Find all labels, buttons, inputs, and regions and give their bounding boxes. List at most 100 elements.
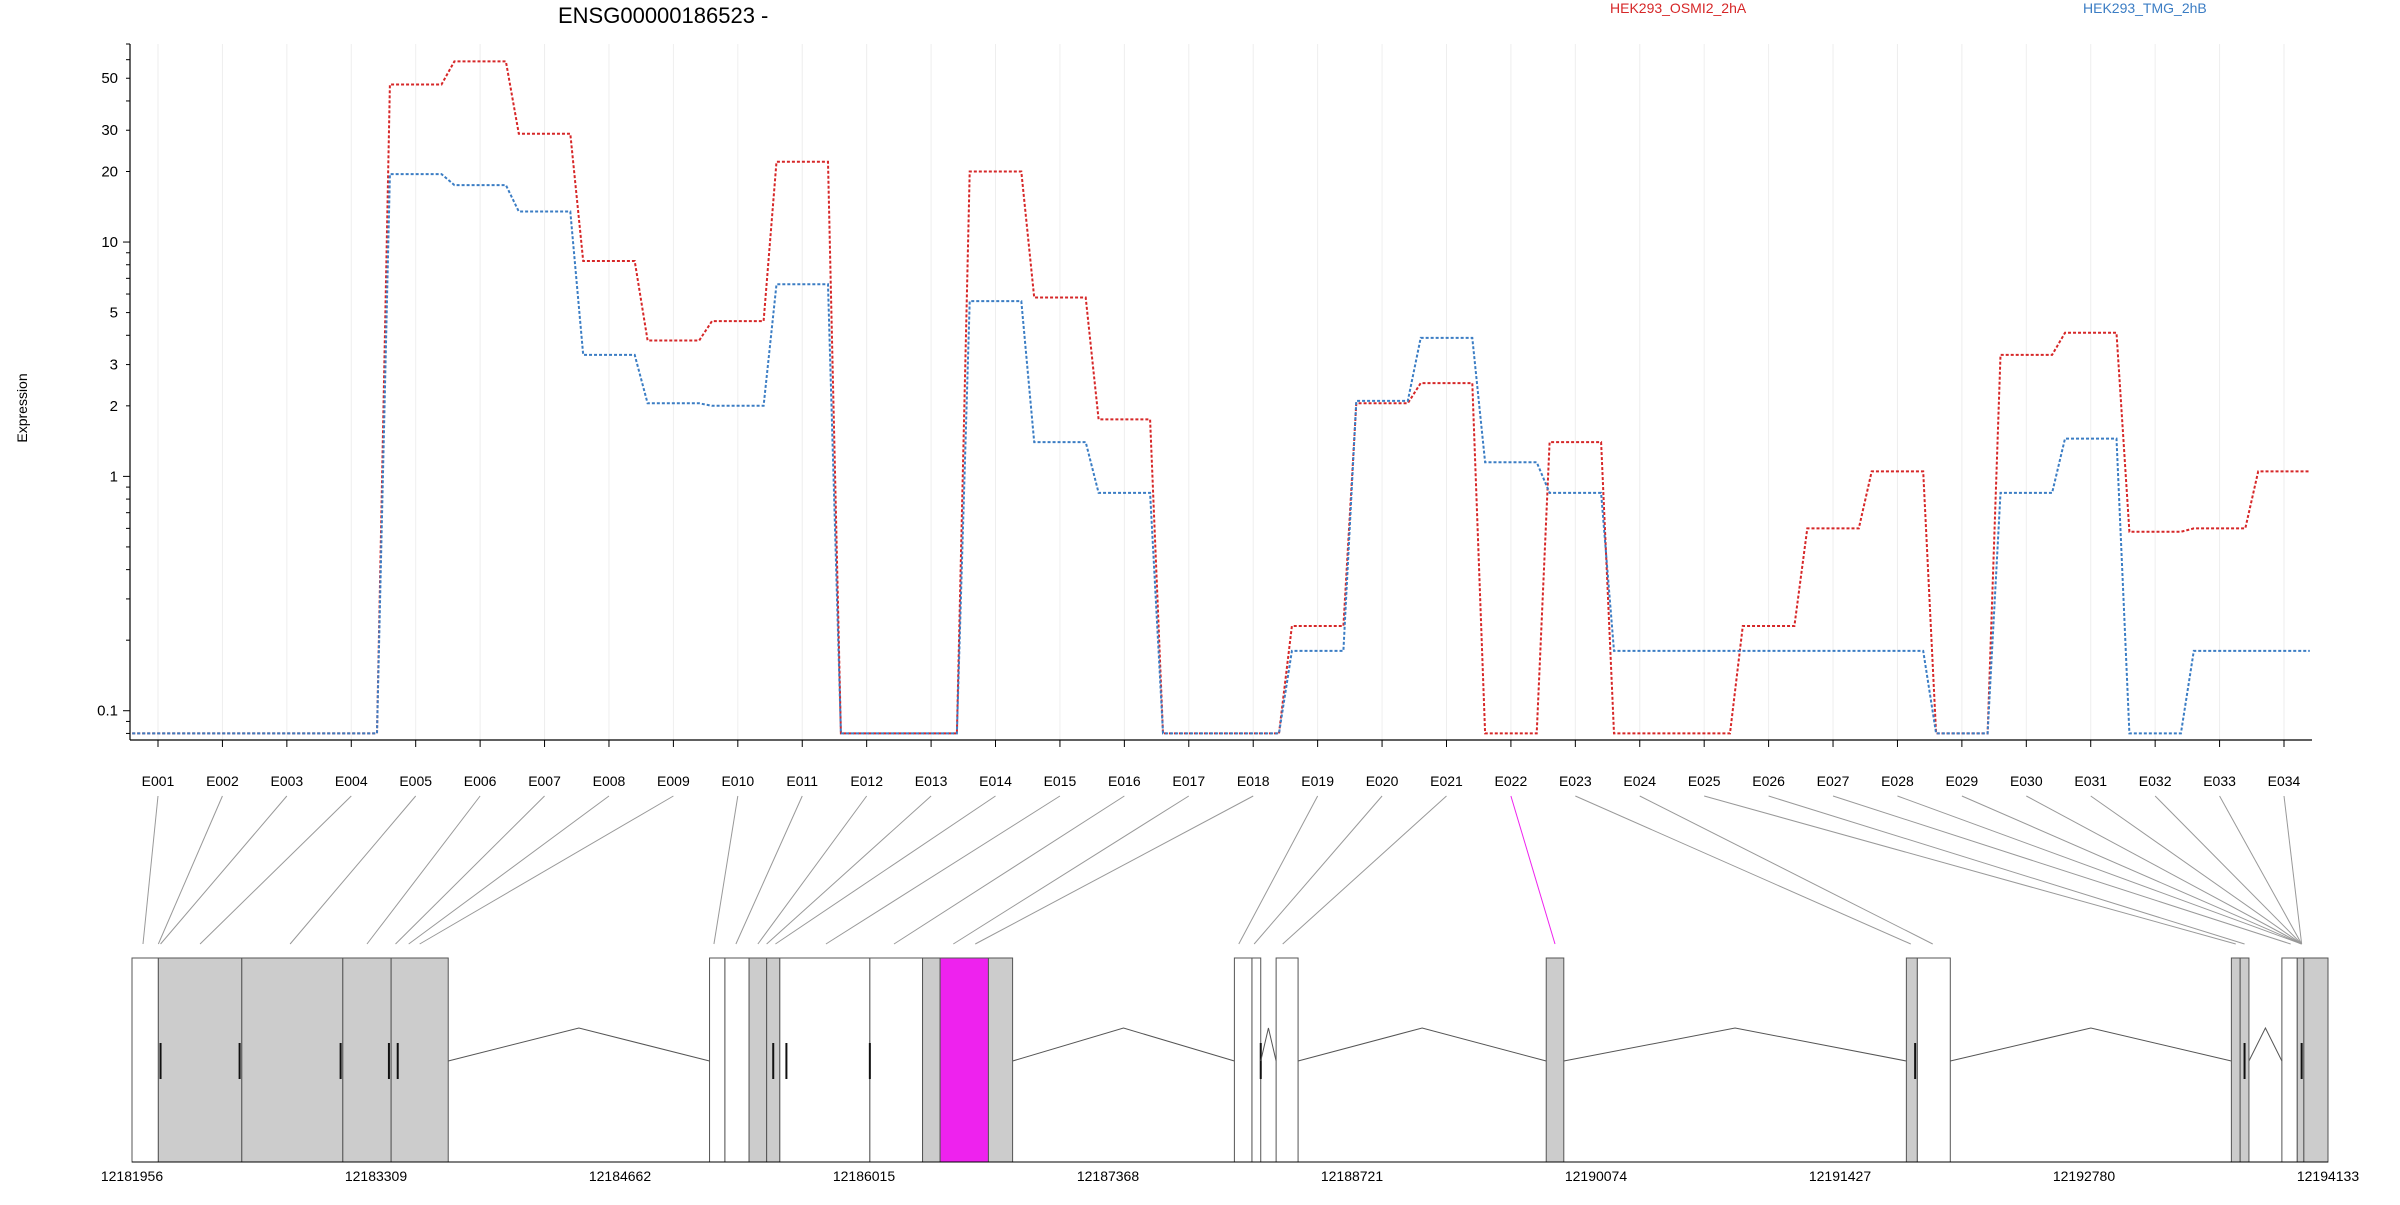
legend-entry-tmg: HEK293_TMG_2hB	[2083, 0, 2207, 16]
exon-connector	[157, 795, 223, 945]
y-axis-label: Expression	[14, 373, 30, 442]
exon-block	[390, 957, 449, 1163]
x-tick-label: E012	[850, 773, 883, 789]
x-tick-label: E025	[1688, 773, 1721, 789]
exon-connector	[735, 795, 803, 945]
y-tick-label: 3	[110, 357, 118, 374]
coordinate-label: 12187368	[1077, 1168, 1140, 1184]
exon-block	[2296, 957, 2305, 1163]
exon-block	[2303, 957, 2329, 1163]
x-tick-label: E015	[1044, 773, 1077, 789]
exon-connector	[893, 795, 1125, 945]
x-tick-label: E014	[979, 773, 1012, 789]
exon-connector	[2090, 795, 2302, 945]
y-tick-label: 1	[110, 468, 118, 485]
exon-connector	[1832, 795, 2291, 945]
exon-connector	[1282, 795, 1447, 945]
exon-connector	[419, 795, 674, 945]
y-axis: 0.1 1 2 3 5 10 20 30 50	[97, 43, 131, 740]
exon-block	[779, 957, 871, 1163]
coordinate-label: 12192780	[2053, 1168, 2116, 1184]
exon-connector	[825, 795, 1061, 945]
exon-connector	[1510, 795, 1556, 945]
exon-connector	[199, 795, 352, 945]
intron-line	[1950, 1027, 2232, 1062]
chart-title: ENSG00000186523 -	[558, 3, 768, 28]
x-tick-label: E005	[399, 773, 432, 789]
exon-block	[1275, 957, 1299, 1163]
y-tick-label: 10	[101, 234, 118, 251]
x-tick-label: E031	[2074, 773, 2107, 789]
genomic-coordinate-axis: 12181956 12183309 12184662 12186015 12187368…	[101, 1161, 2359, 1184]
exon-connector	[1897, 795, 2302, 945]
x-tick-label: E009	[657, 773, 690, 789]
exon-connector	[160, 795, 288, 945]
exon-connector	[775, 795, 996, 945]
coordinate-label: 12183309	[345, 1168, 408, 1184]
x-tick-label: E017	[1172, 773, 1205, 789]
x-tick-label: E034	[2268, 773, 2301, 789]
exon-connector	[975, 795, 1254, 945]
x-tick-label: E030	[2010, 773, 2043, 789]
x-tick-label: E023	[1559, 773, 1592, 789]
exon-connector	[766, 795, 932, 945]
coordinate-label: 12184662	[589, 1168, 652, 1184]
coordinate-label: 12191427	[1809, 1168, 1872, 1184]
x-tick-label: E019	[1301, 773, 1334, 789]
series-line	[132, 60, 2310, 735]
x-tick-label: E029	[1946, 773, 1979, 789]
exon-block	[709, 957, 726, 1163]
exon-block	[131, 957, 159, 1163]
x-tick-label: E027	[1817, 773, 1850, 789]
exon-block	[869, 957, 924, 1163]
exon-connector	[2283, 795, 2303, 945]
exon-connector	[289, 795, 417, 945]
intron-line	[448, 1027, 710, 1062]
coordinate-label: 12188721	[1321, 1168, 1384, 1184]
exon-connector	[2154, 795, 2303, 945]
intron-line	[2248, 1026, 2283, 1062]
x-tick-label: E002	[206, 773, 239, 789]
x-axis: E001 E002 E003 E004 E005 E006 E007 E008 E009 E010…	[130, 739, 2312, 789]
exon-block	[724, 957, 750, 1163]
y-tick-label: 30	[101, 122, 118, 139]
exon-connector	[953, 795, 1190, 945]
x-tick-label: E010	[721, 773, 754, 789]
exon-block	[922, 957, 941, 1163]
exon-block	[1916, 957, 1951, 1163]
exon-connector	[142, 795, 159, 945]
intron-line	[1012, 1027, 1235, 1062]
exon-connector	[366, 795, 481, 945]
coordinate-label: 12190074	[1565, 1168, 1628, 1184]
y-tick-label: 2	[110, 398, 118, 415]
exon-connector	[1961, 795, 2302, 945]
exon-connector	[1768, 795, 2245, 945]
intron-line	[1260, 1027, 1277, 1062]
y-tick-label: 0.1	[97, 703, 118, 720]
exon-connector	[1639, 795, 1933, 945]
exon-block	[939, 957, 989, 1163]
y-tick-label: 50	[101, 70, 118, 87]
exon-connector	[1238, 795, 1319, 945]
intron-line	[1563, 1027, 1907, 1062]
coordinate-label: 12186015	[833, 1168, 896, 1184]
x-tick-label: E028	[1881, 773, 1914, 789]
y-tick-label: 5	[110, 305, 118, 322]
x-tick-label: E026	[1752, 773, 1785, 789]
series-layer	[132, 60, 2310, 735]
x-tick-label: E011	[786, 773, 818, 789]
x-tick-label: E033	[2203, 773, 2236, 789]
exon-block	[241, 957, 344, 1163]
exon-block	[1545, 957, 1565, 1163]
x-tick-label: E022	[1495, 773, 1528, 789]
series-line	[132, 173, 2310, 735]
exon-connector	[2219, 795, 2303, 945]
x-tick-label: E016	[1108, 773, 1141, 789]
x-tick-label: E007	[528, 773, 561, 789]
x-tick-label: E018	[1237, 773, 1270, 789]
x-tick-label: E003	[270, 773, 303, 789]
x-tick-label: E008	[593, 773, 626, 789]
x-tick-label: E024	[1623, 773, 1656, 789]
